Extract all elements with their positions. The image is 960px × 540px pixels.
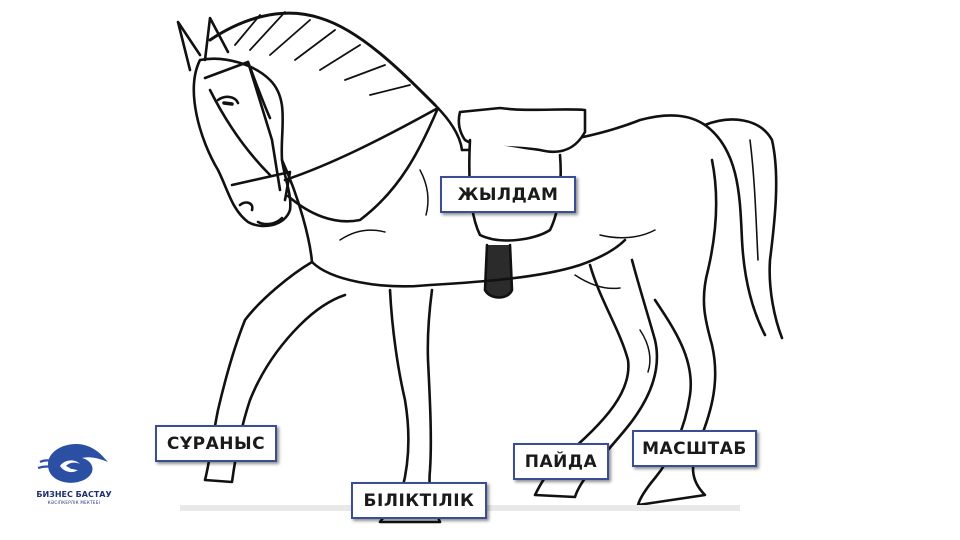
logo-brand-text: БИЗНЕС БАСТАУ	[36, 490, 112, 499]
label-speed-text: ЖЫЛДАМ	[457, 184, 559, 205]
label-demand: СҰРАНЫС	[155, 425, 277, 462]
label-skill: БІЛІКТІЛІК	[351, 482, 487, 519]
label-speed: ЖЫЛДАМ	[440, 176, 576, 213]
label-skill-text: БІЛІКТІЛІК	[363, 490, 475, 511]
logo-subtitle-text: КӘСІПКЕРЛІК МЕКТЕБІ	[47, 500, 101, 505]
brand-logo: БИЗНЕС БАСТАУ КӘСІПКЕРЛІК МЕКТЕБІ	[34, 436, 114, 508]
label-demand-text: СҰРАНЫС	[166, 433, 266, 454]
label-scale: МАСШТАБ	[632, 430, 757, 467]
label-scale-text: МАСШТАБ	[642, 438, 747, 459]
label-profit-text: ПАЙДА	[524, 451, 598, 472]
logo-swirl-icon	[37, 443, 108, 483]
label-profit: ПАЙДА	[513, 443, 609, 480]
